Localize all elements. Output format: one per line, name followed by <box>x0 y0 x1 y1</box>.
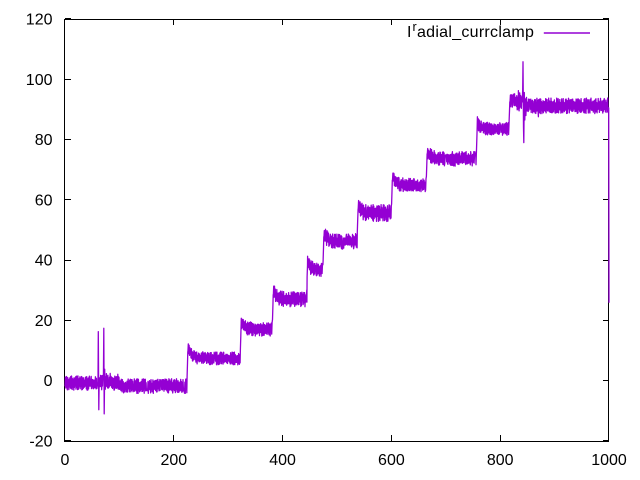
svg-text:80: 80 <box>35 132 53 149</box>
svg-text:600: 600 <box>378 452 405 469</box>
svg-text:800: 800 <box>487 452 514 469</box>
svg-text:120: 120 <box>26 12 53 29</box>
svg-text:400: 400 <box>269 452 296 469</box>
svg-text:40: 40 <box>35 253 53 270</box>
svg-text:Iradial_currclamp: Iradial_currclamp <box>407 20 534 41</box>
svg-text:-20: -20 <box>29 434 52 451</box>
svg-text:1000: 1000 <box>591 452 627 469</box>
svg-text:60: 60 <box>35 192 53 209</box>
svg-text:0: 0 <box>61 452 70 469</box>
svg-text:20: 20 <box>35 313 53 330</box>
svg-text:200: 200 <box>160 452 187 469</box>
svg-text:0: 0 <box>44 373 53 390</box>
svg-text:100: 100 <box>26 72 53 89</box>
